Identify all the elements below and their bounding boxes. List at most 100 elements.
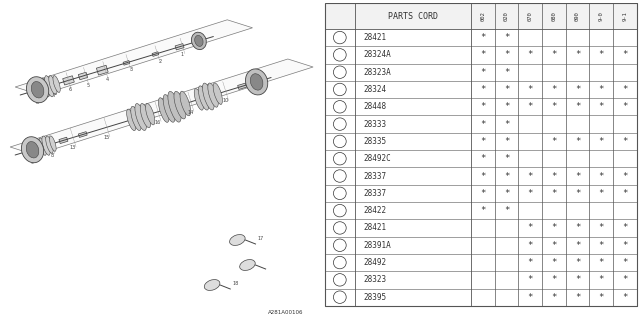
Text: 17: 17: [257, 236, 264, 241]
Text: *: *: [575, 50, 580, 60]
Text: *: *: [551, 258, 557, 267]
Text: 6: 6: [69, 87, 72, 92]
Text: 28323: 28323: [363, 276, 387, 284]
Text: 15: 15: [337, 277, 342, 282]
Ellipse shape: [180, 91, 191, 116]
Ellipse shape: [246, 69, 268, 95]
Polygon shape: [200, 91, 216, 103]
Polygon shape: [63, 76, 74, 85]
Text: *: *: [504, 120, 509, 129]
Text: *: *: [598, 85, 604, 94]
Ellipse shape: [49, 136, 56, 151]
Text: 1: 1: [181, 52, 184, 57]
Text: *: *: [622, 293, 628, 302]
Ellipse shape: [49, 76, 57, 95]
Ellipse shape: [208, 83, 218, 107]
Polygon shape: [123, 60, 130, 65]
Text: 28337: 28337: [363, 172, 387, 180]
Text: *: *: [551, 241, 557, 250]
Polygon shape: [15, 20, 253, 95]
Text: 18: 18: [232, 281, 239, 286]
Text: *: *: [598, 241, 604, 250]
Polygon shape: [132, 111, 148, 123]
Text: 2: 2: [159, 59, 162, 64]
Ellipse shape: [191, 32, 206, 50]
Text: *: *: [551, 223, 557, 232]
Text: 9: 9: [31, 160, 34, 165]
Text: 28391A: 28391A: [363, 241, 391, 250]
Polygon shape: [165, 100, 184, 114]
Ellipse shape: [38, 80, 45, 97]
Text: 3: 3: [130, 68, 133, 72]
Text: *: *: [527, 102, 533, 111]
Text: 8: 8: [51, 153, 53, 158]
Ellipse shape: [127, 109, 136, 131]
Text: *: *: [622, 223, 628, 232]
Ellipse shape: [174, 91, 186, 119]
Text: *: *: [527, 85, 533, 94]
Text: 28421: 28421: [363, 223, 387, 232]
Text: *: *: [480, 102, 486, 111]
Text: *: *: [527, 189, 533, 198]
Text: *: *: [575, 189, 580, 198]
Ellipse shape: [204, 280, 220, 291]
Ellipse shape: [26, 141, 39, 158]
Polygon shape: [78, 132, 87, 137]
Ellipse shape: [42, 136, 50, 155]
Text: *: *: [504, 154, 509, 163]
Circle shape: [333, 239, 346, 252]
Text: *: *: [504, 33, 509, 42]
Circle shape: [333, 100, 346, 113]
Text: *: *: [598, 50, 604, 60]
Ellipse shape: [250, 74, 263, 90]
Ellipse shape: [159, 98, 169, 122]
Text: *: *: [504, 102, 509, 111]
Text: *: *: [622, 102, 628, 111]
Text: 070: 070: [528, 11, 532, 21]
Ellipse shape: [26, 77, 49, 103]
Text: *: *: [480, 85, 486, 94]
Text: 28492: 28492: [363, 258, 387, 267]
Text: *: *: [551, 102, 557, 111]
Polygon shape: [10, 59, 313, 155]
Text: *: *: [622, 137, 628, 146]
Text: 28421: 28421: [363, 33, 387, 42]
Text: *: *: [527, 223, 533, 232]
Circle shape: [333, 204, 346, 217]
Text: 28492C: 28492C: [363, 154, 391, 163]
Text: 8: 8: [36, 100, 39, 105]
Text: 28335: 28335: [363, 137, 387, 146]
Ellipse shape: [163, 95, 175, 122]
Text: *: *: [551, 189, 557, 198]
Ellipse shape: [45, 136, 53, 153]
Text: 080: 080: [552, 11, 556, 21]
Circle shape: [333, 256, 346, 269]
Text: *: *: [480, 172, 486, 180]
Circle shape: [333, 66, 346, 78]
Text: 002: 002: [481, 11, 485, 21]
Text: *: *: [480, 189, 486, 198]
Text: 9-1: 9-1: [623, 11, 627, 21]
Text: 020: 020: [504, 11, 509, 21]
Text: 28422: 28422: [363, 206, 387, 215]
Polygon shape: [152, 52, 159, 56]
Circle shape: [333, 222, 346, 234]
Text: 5: 5: [86, 83, 90, 88]
Text: *: *: [527, 276, 533, 284]
Text: *: *: [551, 276, 557, 284]
Text: 11: 11: [337, 208, 342, 213]
Polygon shape: [49, 81, 59, 88]
Ellipse shape: [140, 103, 150, 128]
Ellipse shape: [239, 260, 255, 270]
Text: A281A00106: A281A00106: [268, 310, 303, 315]
Text: *: *: [527, 50, 533, 60]
Text: 28324: 28324: [363, 85, 387, 94]
Text: *: *: [598, 102, 604, 111]
Bar: [324, 3, 637, 29]
Circle shape: [333, 153, 346, 165]
Text: *: *: [622, 276, 628, 284]
Text: *: *: [622, 50, 628, 60]
Text: *: *: [480, 137, 486, 146]
Text: *: *: [598, 137, 604, 146]
Text: *: *: [504, 85, 509, 94]
